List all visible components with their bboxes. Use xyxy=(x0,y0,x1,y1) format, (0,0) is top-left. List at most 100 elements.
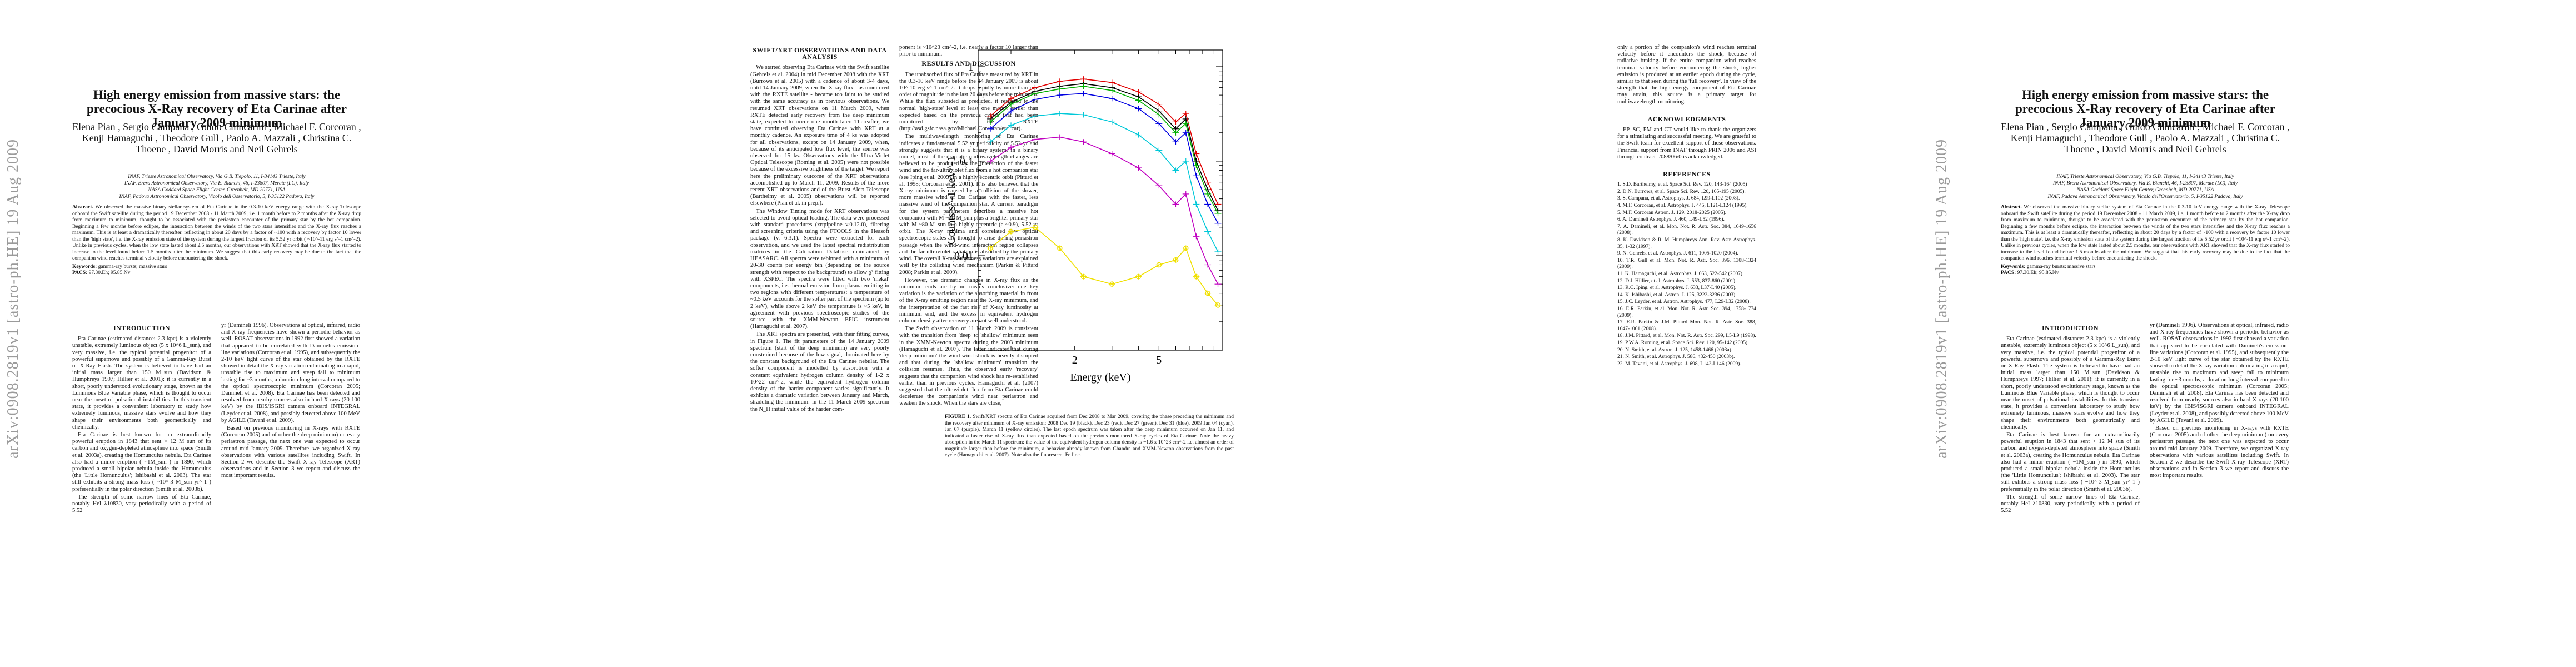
column-4: ponent is ~10^23 cm^-2, i.e. nearly a fa… xyxy=(899,44,1038,409)
series-2009-jan-07 xyxy=(987,134,1222,287)
reference-item: 20. N. Smith, et al. Astron. J. 125, 145… xyxy=(1617,347,1733,353)
series-line xyxy=(990,113,1219,252)
section-heading-acknowledgments: ACKNOWLEDGMENTS xyxy=(1647,115,1726,123)
reference-item: 8. K. Davidson & R. M. Humphreys Ann. Re… xyxy=(1617,237,1756,250)
affiliations: INAF, Trieste Astronomical Observatory, … xyxy=(2001,173,2290,200)
author-list: Elena Pian , Sergio Campana , Guido Chin… xyxy=(2001,121,2290,155)
reference-item: 3. S. Campana, et al. Astrophys. J. 684,… xyxy=(1617,196,1740,202)
series-2009-mar-11 xyxy=(987,224,1222,308)
paragraph: Eta Carinae (estimated distance: 2.3 kpc… xyxy=(2001,336,2140,430)
section-heading-observations: SWIFT/XRT OBSERVATIONS AND DATA ANALYSIS xyxy=(753,46,887,61)
reference-item: 21. N. Smith, et al. Astrophys. J. 586, … xyxy=(1617,354,1735,360)
affiliation: INAF, Brera Astronomical Observatory, Vi… xyxy=(2052,181,2238,186)
pacs-label: PACS: xyxy=(72,270,88,276)
y-tick-label: 1 xyxy=(968,61,974,73)
abstract-text: We observed the massive binary stellar s… xyxy=(72,205,361,261)
affiliation: INAF, Trieste Astronomical Observatory, … xyxy=(128,174,306,180)
series-2009-jan-04 xyxy=(987,111,1222,255)
data-point-circle xyxy=(1080,273,1087,280)
arxiv-stamp: arXiv:0908.2819v1 [astro-ph.HE] 19 Aug 2… xyxy=(1933,139,1950,459)
column-1: INTRODUCTION Eta Carinae (estimated dist… xyxy=(2001,322,2140,515)
caption-text: Swift/XRT spectra of Eta Carinae acquire… xyxy=(945,414,1234,458)
reference-item: 5. M.F. Corcoran Astron. J. 129, 2018-20… xyxy=(1617,210,1727,216)
page-2: SWIFT/XRT OBSERVATIONS AND DATA ANALYSIS… xyxy=(650,0,1617,667)
abstract-label: Abstract. xyxy=(72,205,93,210)
pacs: 97.30.Eh; 95.85.Nv xyxy=(88,270,131,276)
series-2008-dec-23 xyxy=(987,76,1222,207)
paragraph: The Window Timing mode for XRT observati… xyxy=(750,208,889,330)
section-heading-references: REFERENCES xyxy=(1663,170,1711,178)
section-heading-results: RESULTS AND DISCUSSION xyxy=(921,59,1016,68)
keywords-label: Keywords: xyxy=(72,263,97,270)
series-line xyxy=(990,86,1219,214)
reference-item: 9. N. Gehrels, et al. Astrophys. J. 611,… xyxy=(1617,251,1738,257)
paragraph: only a portion of the companion's wind r… xyxy=(1617,44,1756,105)
column-5: only a portion of the companion's wind r… xyxy=(1617,44,1756,368)
series-2008-dec-31 xyxy=(987,91,1222,226)
affiliation: INAF, Trieste Astronomical Observatory, … xyxy=(2056,174,2234,180)
x-tick-label: 5 xyxy=(1156,354,1162,366)
reference-item: 10. T.R. Gull et al. Mon. Not. R. Astr. … xyxy=(1617,257,1756,270)
data-point-circle xyxy=(1135,273,1142,280)
series-group xyxy=(987,76,1222,308)
data-point-circle xyxy=(1173,257,1179,263)
figure-caption: FIGURE 1. Swift/XRT spectra of Eta Carin… xyxy=(945,414,1234,459)
reference-list: 1. S.D. Barthelmy, et al. Space Sci. Rev… xyxy=(1617,182,1756,367)
reference-item: 16. E.R. Parkin, et al. Mon. Not. R. Ast… xyxy=(1617,306,1756,318)
data-point-circle xyxy=(1215,302,1221,308)
paragraph: Based on previous monitoring in X-rays w… xyxy=(221,425,360,479)
reference-item: 4. M.F. Corcoran, et al. Astrophys. J. 4… xyxy=(1617,203,1748,209)
pacs-label: PACS: xyxy=(2001,270,2016,276)
data-point-circle xyxy=(1193,273,1199,280)
data-point-circle xyxy=(988,245,993,251)
paragraph: However, the dramatic changes in X-ray f… xyxy=(899,277,1038,324)
paragraph: ponent is ~10^23 cm^-2, i.e. nearly a fa… xyxy=(899,44,1038,58)
paper-title: High energy emission from massive stars:… xyxy=(87,88,347,130)
reference-item: 14. K. Ishibashi, et al. Astron. J. 125,… xyxy=(1617,292,1737,298)
paragraph: We started observing Eta Carinae with th… xyxy=(750,64,889,207)
paper-title: High energy emission from massive stars:… xyxy=(2015,88,2275,130)
paragraph: EP, SC, PM and CT would like to thank th… xyxy=(1617,127,1756,160)
reference-item: 13. R.C. Iping, et al. Astrophys. J. 633… xyxy=(1617,285,1737,291)
plot-frame xyxy=(978,49,1223,351)
keywords: gamma-ray bursts; massive stars xyxy=(98,263,167,270)
abstract-label: Abstract. xyxy=(2001,205,2022,210)
spectra-figure: 2 5 1 0.1 0.01 Energy (keV) Counts s^-1 keV^… xyxy=(945,49,1223,384)
data-point-circle xyxy=(1156,262,1162,268)
column-3: SWIFT/XRT OBSERVATIONS AND DATA ANALYSIS… xyxy=(750,44,889,414)
paragraph: Eta Carinae (estimated distance: 2.3 kpc… xyxy=(72,336,211,430)
series-line xyxy=(990,78,1219,205)
section-heading-introduction: INTRODUCTION xyxy=(113,324,170,332)
paragraph: Based on previous monitoring in X-rays w… xyxy=(2150,425,2289,479)
reference-item: 11. K. Hamaguchi, et al. Astrophys. J. 6… xyxy=(1617,271,1744,277)
column-2: yr (Damineli 1996). Observations at opti… xyxy=(2150,322,2289,481)
x-tick-label: 2 xyxy=(1072,354,1078,366)
paragraph: The strength of some narrow lines of Eta… xyxy=(2001,494,2140,514)
reference-item: 12. D.J. Hillier, et al. Astrophys. J. 5… xyxy=(1617,278,1737,284)
abstract-text: We observed the massive binary stellar s… xyxy=(2001,205,2290,261)
paragraph: The Swift observation of 11 March 2009 i… xyxy=(899,326,1038,407)
paragraph: The multiwavelength monitoring of Eta Ca… xyxy=(899,133,1038,276)
reference-item: 18. J.M. Pittard, et al. Mon. Not. R. As… xyxy=(1617,333,1756,339)
y-tick-label: 0.01 xyxy=(954,250,974,262)
arxiv-stamp: arXiv:0908.2819v1 [astro-ph.HE] 19 Aug 2… xyxy=(4,139,22,459)
y-tick-label: 0.1 xyxy=(960,156,974,168)
paragraph: The unabsorbed flux of Eta Carinae measu… xyxy=(899,71,1038,132)
page-4: arXiv:0908.2819v1 [astro-ph.HE] 19 Aug 2… xyxy=(1929,0,2576,667)
abstract: Abstract. We observed the massive binary… xyxy=(72,205,361,277)
abstract: Abstract. We observed the massive binary… xyxy=(2001,205,2290,277)
reference-item: 19. P.W.A. Roming, et al. Space Sci. Rev… xyxy=(1617,340,1749,346)
series-line xyxy=(990,226,1219,306)
page-3: only a portion of the companion's wind r… xyxy=(1617,0,1929,667)
column-2: yr (Damineli 1996). Observations at opti… xyxy=(221,322,360,481)
data-point-circle xyxy=(1057,245,1063,251)
reference-item: 1. S.D. Barthelmy, et al. Space Sci. Rev… xyxy=(1617,182,1747,188)
paragraph: yr (Damineli 1996). Observations at opti… xyxy=(221,322,360,424)
pacs: 97.30.Eh; 95.85.Nv xyxy=(2017,270,2059,276)
reference-item: 2. D.N. Burrows, et al. Space Sci. Rev. … xyxy=(1617,188,1746,195)
reference-item: 22. M. Tavani, et al. Astrophys. J. 698,… xyxy=(1617,361,1741,367)
data-point-circle xyxy=(1109,281,1115,287)
reference-item: 15. J.C. Leyder, et al. Astron. Astrophy… xyxy=(1617,299,1751,305)
author-list: Elena Pian , Sergio Campana , Guido Chin… xyxy=(72,121,361,155)
keywords: gamma-ray bursts; massive stars xyxy=(2026,263,2096,270)
